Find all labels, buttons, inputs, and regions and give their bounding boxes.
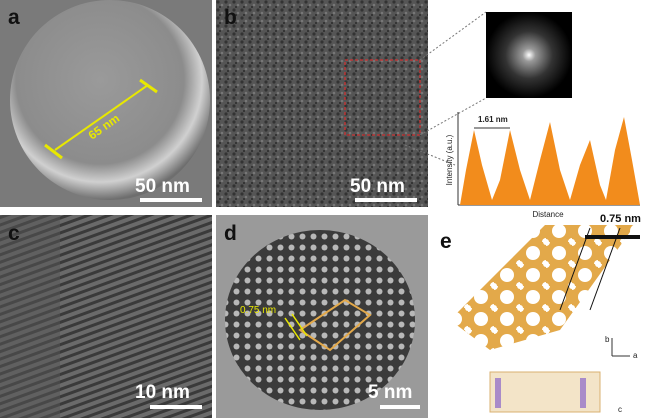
panel-label: c xyxy=(8,222,20,245)
spacing-label: 1.61 nm xyxy=(478,115,508,124)
intensity-profile: 1.61 nm Intensity (a.u.) Distance xyxy=(445,112,640,219)
panel-label: e xyxy=(440,230,452,253)
scale-bar-label: 5 nm xyxy=(368,382,412,403)
scale-bar-label: 50 nm xyxy=(135,176,190,197)
axis-label: c xyxy=(618,405,622,414)
panel-b: b 50 nm xyxy=(216,0,487,207)
annotation: 0.75 nm xyxy=(600,213,641,225)
x-axis-label: Distance xyxy=(532,210,564,219)
axis-label: b xyxy=(605,335,610,344)
y-axis-label: Intensity (a.u.) xyxy=(445,134,454,185)
annotation: 0.75 nm xyxy=(240,305,276,316)
panel-e: 0.75 nm b a c e xyxy=(440,213,641,414)
panel-a: 65 nm a 50 nm xyxy=(0,0,212,207)
scale-bar-label: 50 nm xyxy=(350,176,405,197)
axis-label: a xyxy=(633,351,638,360)
panel-label: b xyxy=(224,6,237,29)
panel-label: a xyxy=(8,6,20,29)
scale-bar-label: 10 nm xyxy=(135,382,190,403)
fft-image xyxy=(486,12,572,98)
panel-c: c 10 nm xyxy=(0,215,212,418)
panel-label: d xyxy=(224,222,237,245)
panel-d: 0.75 nm d 5 nm xyxy=(216,215,428,418)
